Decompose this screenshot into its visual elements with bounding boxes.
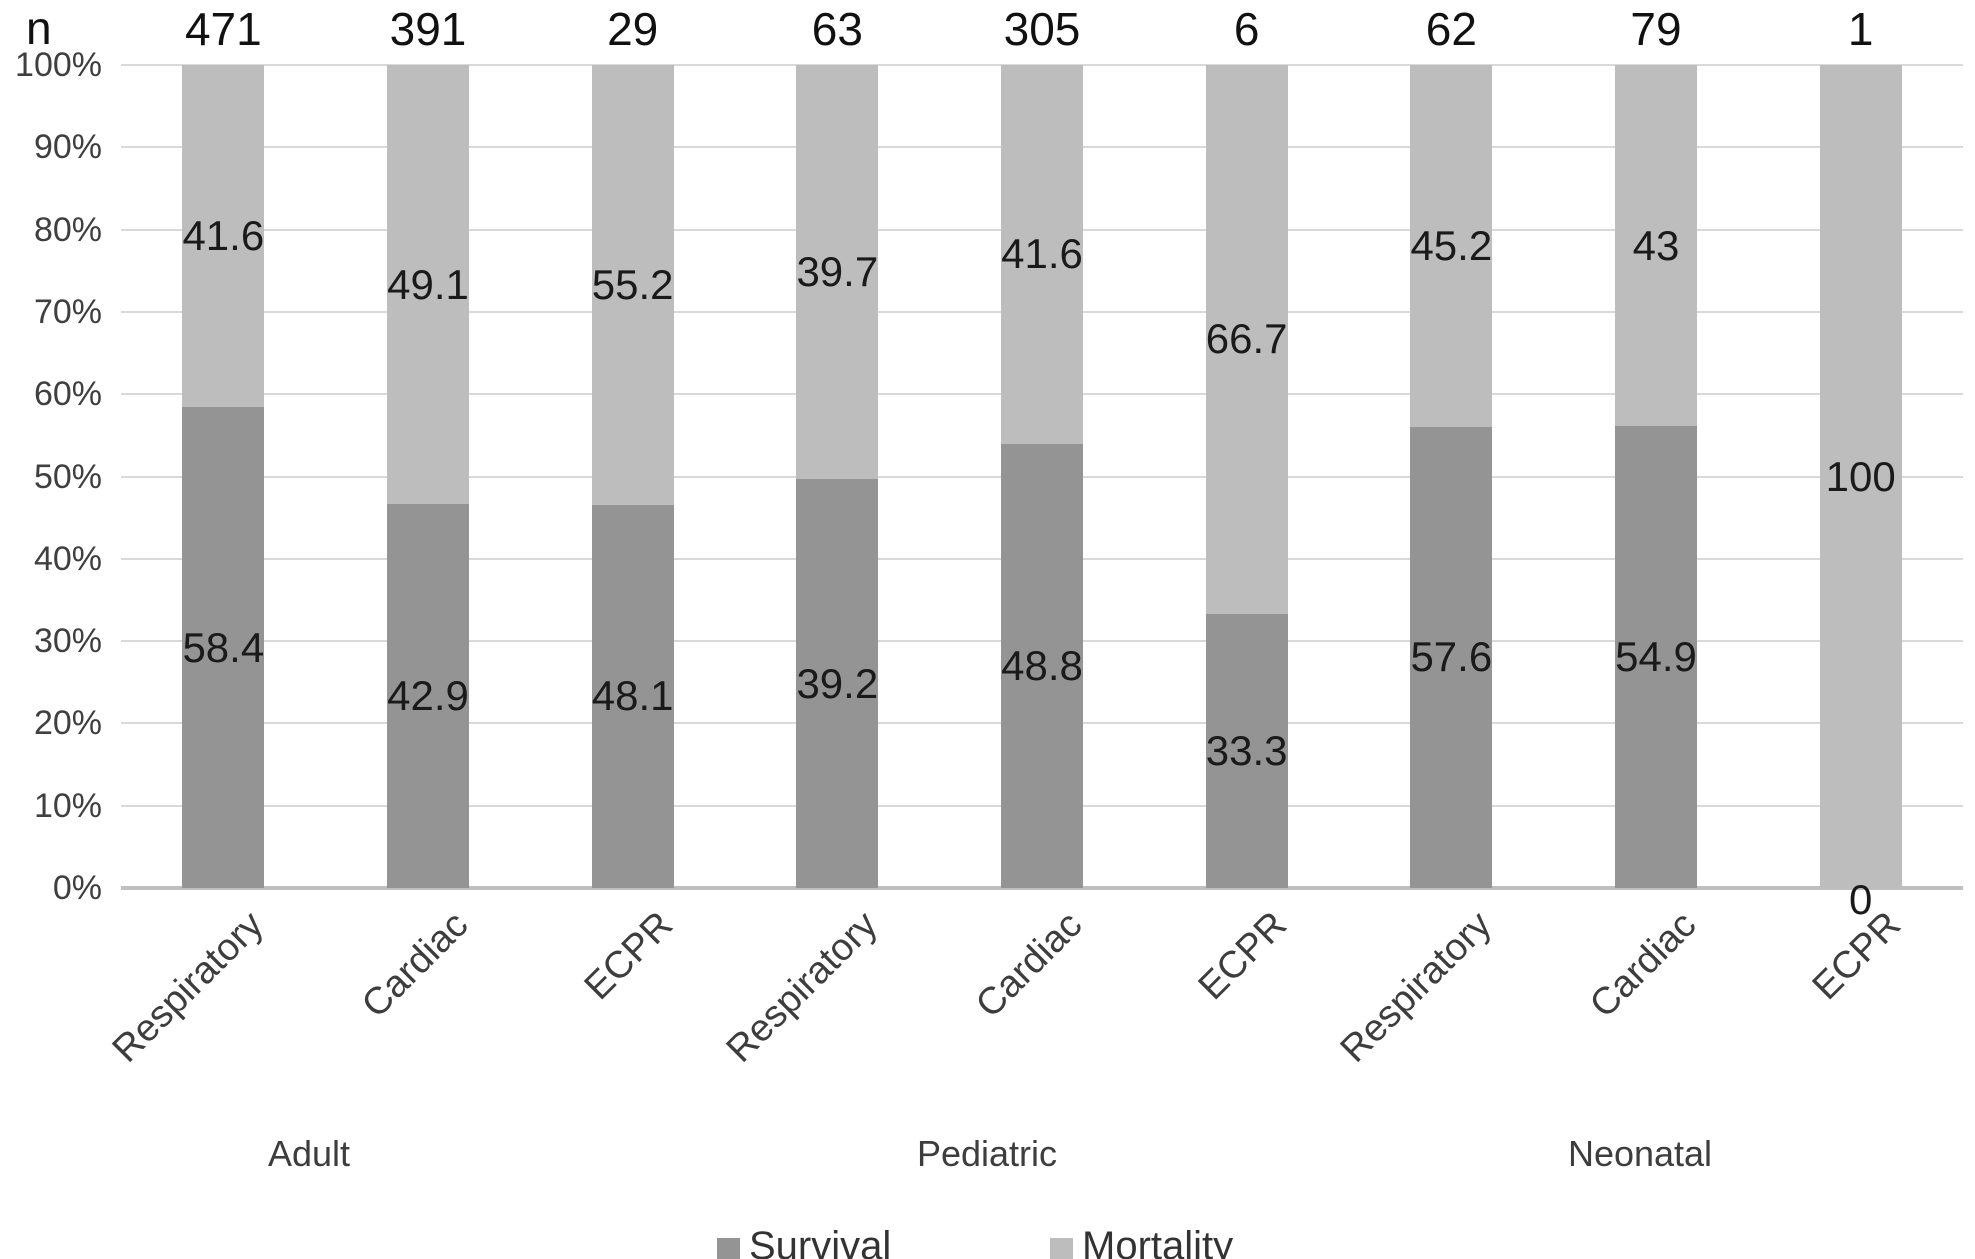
y-axis-tick-label: 30% [33,622,102,661]
mortality-segment [1205,65,1288,614]
group-label: Neonatal [1567,1133,1713,1174]
group-label: Adult [267,1133,351,1174]
legend-entry: Survival [717,1222,891,1259]
survival-segment [182,407,265,888]
mortality-value-label: 39.7 [796,248,879,296]
stacked-bar: 39.7 39.2 [796,65,879,888]
stacked-bar: 66.7 33.3 [1205,65,1288,888]
category-label: ECPR [1190,903,1296,1009]
y-axis-tick-label: 20% [33,704,102,743]
mortality-value-label: 45.2 [1410,221,1493,269]
n-value: 62 [1425,3,1477,55]
y-axis-tick-label: 100% [15,46,102,84]
category-label: Cardiac [354,903,477,1027]
y-axis-tick-label: 40% [33,539,102,578]
n-axis-header: n [26,2,52,54]
stacked-bar: 41.6 58.4 [182,65,265,888]
n-value: 305 [1003,3,1081,55]
y-axis-tick-label: 60% [33,375,102,414]
mortality-segment [591,65,674,505]
mortality-value-label: 41.6 [182,212,265,260]
legend-swatch-survival [717,1237,740,1259]
y-axis-tick-label: 80% [33,210,102,249]
stacked-bar: 100 0 [1819,65,1902,923]
n-value: 391 [389,3,467,55]
stacked-bar: 41.6 48.8 [1001,65,1083,888]
survival-value-label: 48.1 [591,672,674,720]
survival-segment [387,504,469,888]
stacked-bar: 55.2 48.1 [591,65,674,888]
mortality-segment [1615,65,1697,427]
survival-value-label: 57.6 [1410,633,1493,681]
n-value: 79 [1630,3,1682,55]
survival-segment [591,504,674,888]
survival-value-label: 48.8 [1001,641,1083,689]
category-label: Respiratory [1332,903,1500,1071]
survival-segment [796,479,879,888]
category-label: Cardiac [968,903,1091,1027]
survival-value-label: 33.3 [1205,726,1288,774]
legend-entry: Mortality [1050,1222,1233,1259]
category-label: Cardiac [1582,903,1705,1027]
stacked-bar: 45.2 57.6 [1410,65,1493,888]
y-axis-tick-label: 0% [52,869,102,907]
stacked-bar: 43 54.9 [1615,65,1697,888]
legend-label: Mortality [1082,1224,1234,1259]
legend-label: Survival [749,1224,892,1259]
mortality-value-label: 100 [1825,452,1896,500]
category-label: ECPR [576,903,682,1009]
category-label: Respiratory [718,903,886,1071]
group-label: Pediatric [916,1133,1058,1174]
survival-segment [1410,426,1493,888]
mortality-segment [387,65,469,505]
mortality-value-label: 49.1 [387,260,469,308]
mortality-value-label: 43 [1632,221,1680,269]
n-value: 6 [1233,3,1260,55]
survival-segment [1205,613,1288,888]
y-axis-tick-label: 10% [33,786,102,825]
x-axis-baseline [121,886,1963,890]
legend-swatch-mortality [1050,1237,1073,1259]
y-axis-tick-label: 50% [33,457,102,496]
mortality-value-label: 55.2 [591,260,674,308]
n-value: 29 [607,3,659,55]
survival-value-label: 39.2 [796,659,879,707]
survival-value-label: 0 [1848,876,1873,923]
mortality-value-label: 41.6 [1001,230,1083,278]
survival-value-label: 54.9 [1615,633,1697,681]
mortality-segment [796,65,879,480]
n-value: 471 [184,3,262,55]
mortality-segment [1410,65,1493,427]
category-label: Respiratory [104,903,272,1071]
stacked-bar: 49.1 42.9 [387,65,469,888]
survival-segment [1001,443,1083,888]
mortality-segment [1819,65,1902,888]
n-value: 1 [1847,3,1874,55]
y-axis-tick-label: 90% [33,128,102,167]
survival-value-label: 58.4 [182,623,265,671]
mortality-value-label: 66.7 [1205,315,1288,363]
n-value: 63 [811,3,863,55]
mortality-segment [1001,65,1083,444]
y-axis-tick-label: 70% [33,292,102,331]
survival-value-label: 42.9 [387,672,469,720]
survival-segment [1615,426,1697,888]
mortality-segment [182,65,265,408]
